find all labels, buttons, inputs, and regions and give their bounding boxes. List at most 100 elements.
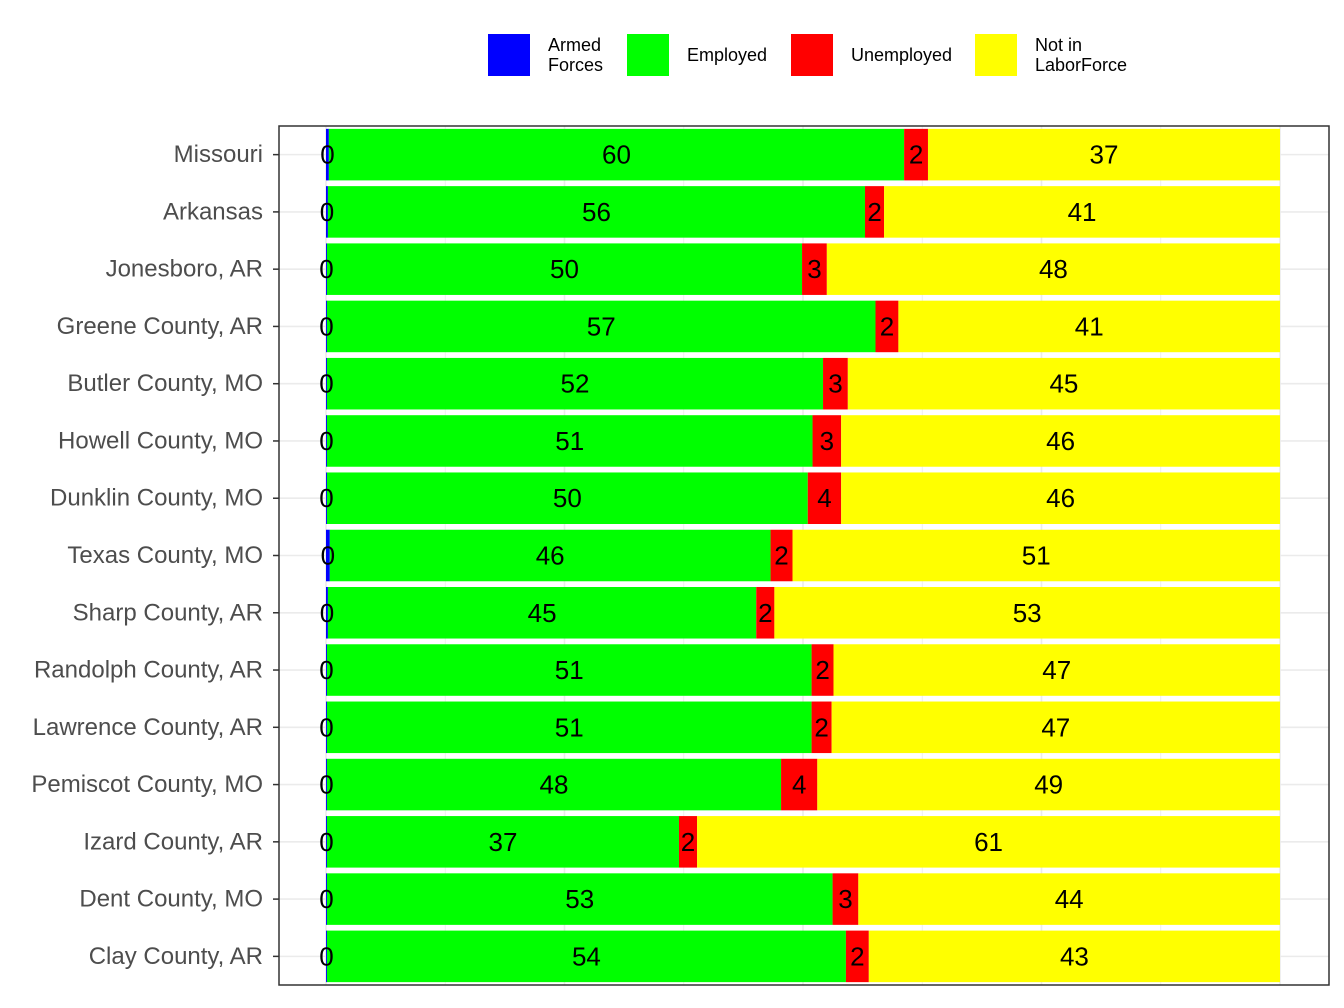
bar-segment-armed-forces <box>326 300 327 353</box>
bar-segment-employed <box>326 701 812 754</box>
bar-segment-employed <box>327 586 757 639</box>
data-label-unemployed: 2 <box>909 140 923 170</box>
data-label-not-in-laborforce: 46 <box>1046 426 1075 456</box>
data-label-armed-forces: 0 <box>319 311 333 341</box>
bar-segment-armed-forces <box>326 816 327 868</box>
data-label-armed-forces: 0 <box>319 426 333 456</box>
data-label-armed-forces: 0 <box>320 598 334 628</box>
bar-segment-unemployed <box>865 186 885 238</box>
data-label-employed: 50 <box>550 254 579 284</box>
data-label-not-in-laborforce: 49 <box>1034 770 1063 800</box>
y-tick-label: Greene County, AR <box>57 313 263 340</box>
data-label-not-in-laborforce: 53 <box>1013 598 1042 628</box>
bar-segment-employed <box>326 415 813 467</box>
bar-segment-employed <box>326 357 824 410</box>
bar-segment-unemployed <box>875 300 899 353</box>
data-label-unemployed: 2 <box>774 541 788 571</box>
bar-segment-employed <box>326 243 803 295</box>
bar-segment-employed <box>326 873 833 925</box>
data-label-not-in-laborforce: 48 <box>1039 254 1068 284</box>
bar-segment-not-in-laborforce <box>826 243 1280 295</box>
bar-segment-unemployed <box>781 758 818 811</box>
data-label-not-in-laborforce: 37 <box>1090 140 1119 170</box>
bar-segment-unemployed <box>807 472 842 525</box>
legend-key-unemployed <box>791 34 833 76</box>
bar-segment-employed <box>326 930 846 983</box>
data-label-employed: 60 <box>602 140 631 170</box>
y-tick-label: Dunklin County, MO <box>50 485 263 512</box>
legend-item-not-in-laborforce: Not in LaborForce <box>975 34 1127 76</box>
data-label-employed: 48 <box>540 770 569 800</box>
data-label-employed: 46 <box>536 541 565 571</box>
bar-segment-employed <box>329 529 771 582</box>
bar-segment-not-in-laborforce <box>841 415 1280 467</box>
bars <box>326 128 1280 983</box>
legend-key-not-in-laborforce <box>975 34 1017 76</box>
data-label-unemployed: 3 <box>838 884 852 914</box>
bar-segment-armed-forces <box>326 930 327 983</box>
data-label-armed-forces: 0 <box>319 655 333 685</box>
y-tick-label: Howell County, MO <box>58 427 263 454</box>
data-label-employed: 37 <box>489 827 518 857</box>
bar-segment-employed <box>326 472 808 525</box>
bar-segment-unemployed <box>802 243 827 295</box>
data-label-not-in-laborforce: 47 <box>1041 712 1070 742</box>
data-label-unemployed: 4 <box>817 483 831 513</box>
data-label-unemployed: 3 <box>828 369 842 399</box>
data-label-not-in-laborforce: 41 <box>1075 311 1104 341</box>
data-label-employed: 56 <box>582 197 611 227</box>
data-label-not-in-laborforce: 45 <box>1049 369 1078 399</box>
y-tick-label: Randolph County, AR <box>34 657 263 684</box>
data-label-employed: 51 <box>555 712 584 742</box>
bar-segment-unemployed <box>811 644 834 696</box>
y-axis: Missouri Arkansas Jonesboro, AR Greene Coun… <box>31 141 279 970</box>
bar-segment-employed <box>327 186 866 238</box>
bar-segment-employed <box>326 300 876 353</box>
y-tick-label: Sharp County, AR <box>73 599 263 626</box>
data-label-employed: 53 <box>565 884 594 914</box>
data-label-employed: 50 <box>553 483 582 513</box>
y-tick-label: Izard County, AR <box>83 828 263 855</box>
data-label-employed: 57 <box>587 311 616 341</box>
data-label-employed: 45 <box>528 598 557 628</box>
bar-segment-not-in-laborforce <box>817 758 1280 811</box>
legend-item-unemployed: Unemployed <box>791 34 952 76</box>
bar-segment-armed-forces <box>326 128 329 181</box>
bar-segment-unemployed <box>904 128 928 181</box>
bar-segment-employed <box>328 128 905 181</box>
legend-label-not-in-laborforce: Not in LaborForce <box>1035 35 1127 75</box>
y-tick-label: Butler County, MO <box>67 370 263 397</box>
y-tick-label: Lawrence County, AR <box>33 714 263 741</box>
data-label-employed: 54 <box>572 941 601 971</box>
bar-segment-not-in-laborforce <box>858 873 1280 925</box>
legend: Armed Forces Employed Unemployed Not in Labor… <box>488 34 1127 76</box>
y-tick-label: Pemiscot County, MO <box>31 771 263 798</box>
bar-segment-not-in-laborforce <box>868 930 1280 983</box>
data-label-unemployed: 4 <box>792 770 806 800</box>
bar-segment-unemployed <box>812 415 842 467</box>
data-label-employed: 51 <box>555 655 584 685</box>
data-label-not-in-laborforce: 51 <box>1022 541 1051 571</box>
data-label-not-in-laborforce: 44 <box>1055 884 1084 914</box>
bar-segment-not-in-laborforce <box>898 300 1280 353</box>
bar-labels: 0 60 2 37 0 56 2 41 0 50 3 48 0 57 2 41 0 52 3 45 0 51 3 46 0 50 4… <box>319 140 1118 972</box>
bar-segment-unemployed <box>756 586 775 639</box>
data-label-unemployed: 3 <box>807 254 821 284</box>
bar-segment-unemployed <box>811 701 832 754</box>
bar-segment-armed-forces <box>326 415 327 467</box>
data-label-unemployed: 3 <box>820 426 834 456</box>
data-label-armed-forces: 0 <box>320 197 334 227</box>
data-label-not-in-laborforce: 43 <box>1060 941 1089 971</box>
legend-label-armed-forces: Armed Forces <box>548 35 603 75</box>
y-tick-label: Arkansas <box>163 198 263 225</box>
bar-segment-armed-forces <box>326 586 328 639</box>
data-label-armed-forces: 0 <box>319 884 333 914</box>
data-label-unemployed: 2 <box>880 311 894 341</box>
bar-segment-armed-forces <box>326 644 327 696</box>
data-label-armed-forces: 0 <box>319 712 333 742</box>
bar-segment-armed-forces <box>326 701 327 754</box>
data-label-unemployed: 2 <box>850 941 864 971</box>
legend-label-unemployed: Unemployed <box>851 45 952 65</box>
